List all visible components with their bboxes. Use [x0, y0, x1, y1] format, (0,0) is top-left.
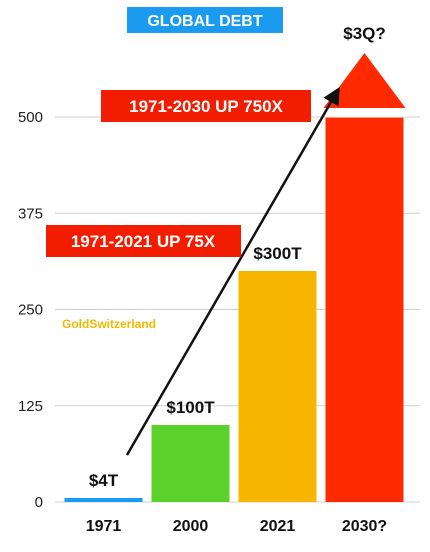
annotation-750x-text: 1971-2030 UP 750X — [129, 97, 283, 116]
brand-watermark: GoldSwitzerland — [62, 317, 156, 331]
annotation-banner-750x — [101, 90, 311, 122]
y-tick-label: 500 — [18, 109, 43, 126]
data-labels: $4T $100T $300T $3Q? — [89, 24, 386, 490]
y-tick-label: 375 — [18, 205, 43, 222]
bar-2021 — [238, 271, 317, 502]
title-banner — [127, 7, 283, 33]
annotation-banner-75x — [46, 225, 241, 257]
x-axis-category-labels: 1971 2000 2021 2030? — [86, 518, 387, 535]
x-category-label: 2030? — [342, 518, 387, 535]
bar-2030 — [325, 117, 404, 502]
data-label: $4T — [89, 471, 119, 490]
y-tick-label: 125 — [18, 398, 43, 415]
x-category-label: 2000 — [173, 518, 209, 535]
bar-1971 — [64, 498, 143, 502]
annotation-75x-text: 1971-2021 UP 75X — [71, 232, 216, 251]
y-tick-label: 250 — [18, 302, 43, 319]
y-axis-tick-labels: 0 125 250 375 500 — [18, 109, 43, 511]
bars — [64, 53, 406, 502]
y-tick-label: 0 — [35, 494, 43, 511]
projection-arrowhead — [323, 53, 406, 108]
data-label: $100T — [166, 398, 215, 417]
trend-arrow — [125, 86, 340, 456]
bar-2000 — [151, 425, 230, 502]
data-label: $3Q? — [343, 24, 386, 43]
data-label: $300T — [253, 244, 302, 263]
x-category-label: 1971 — [86, 518, 122, 535]
chart-title: GLOBAL DEBT — [147, 13, 262, 30]
x-category-label: 2021 — [260, 518, 296, 535]
